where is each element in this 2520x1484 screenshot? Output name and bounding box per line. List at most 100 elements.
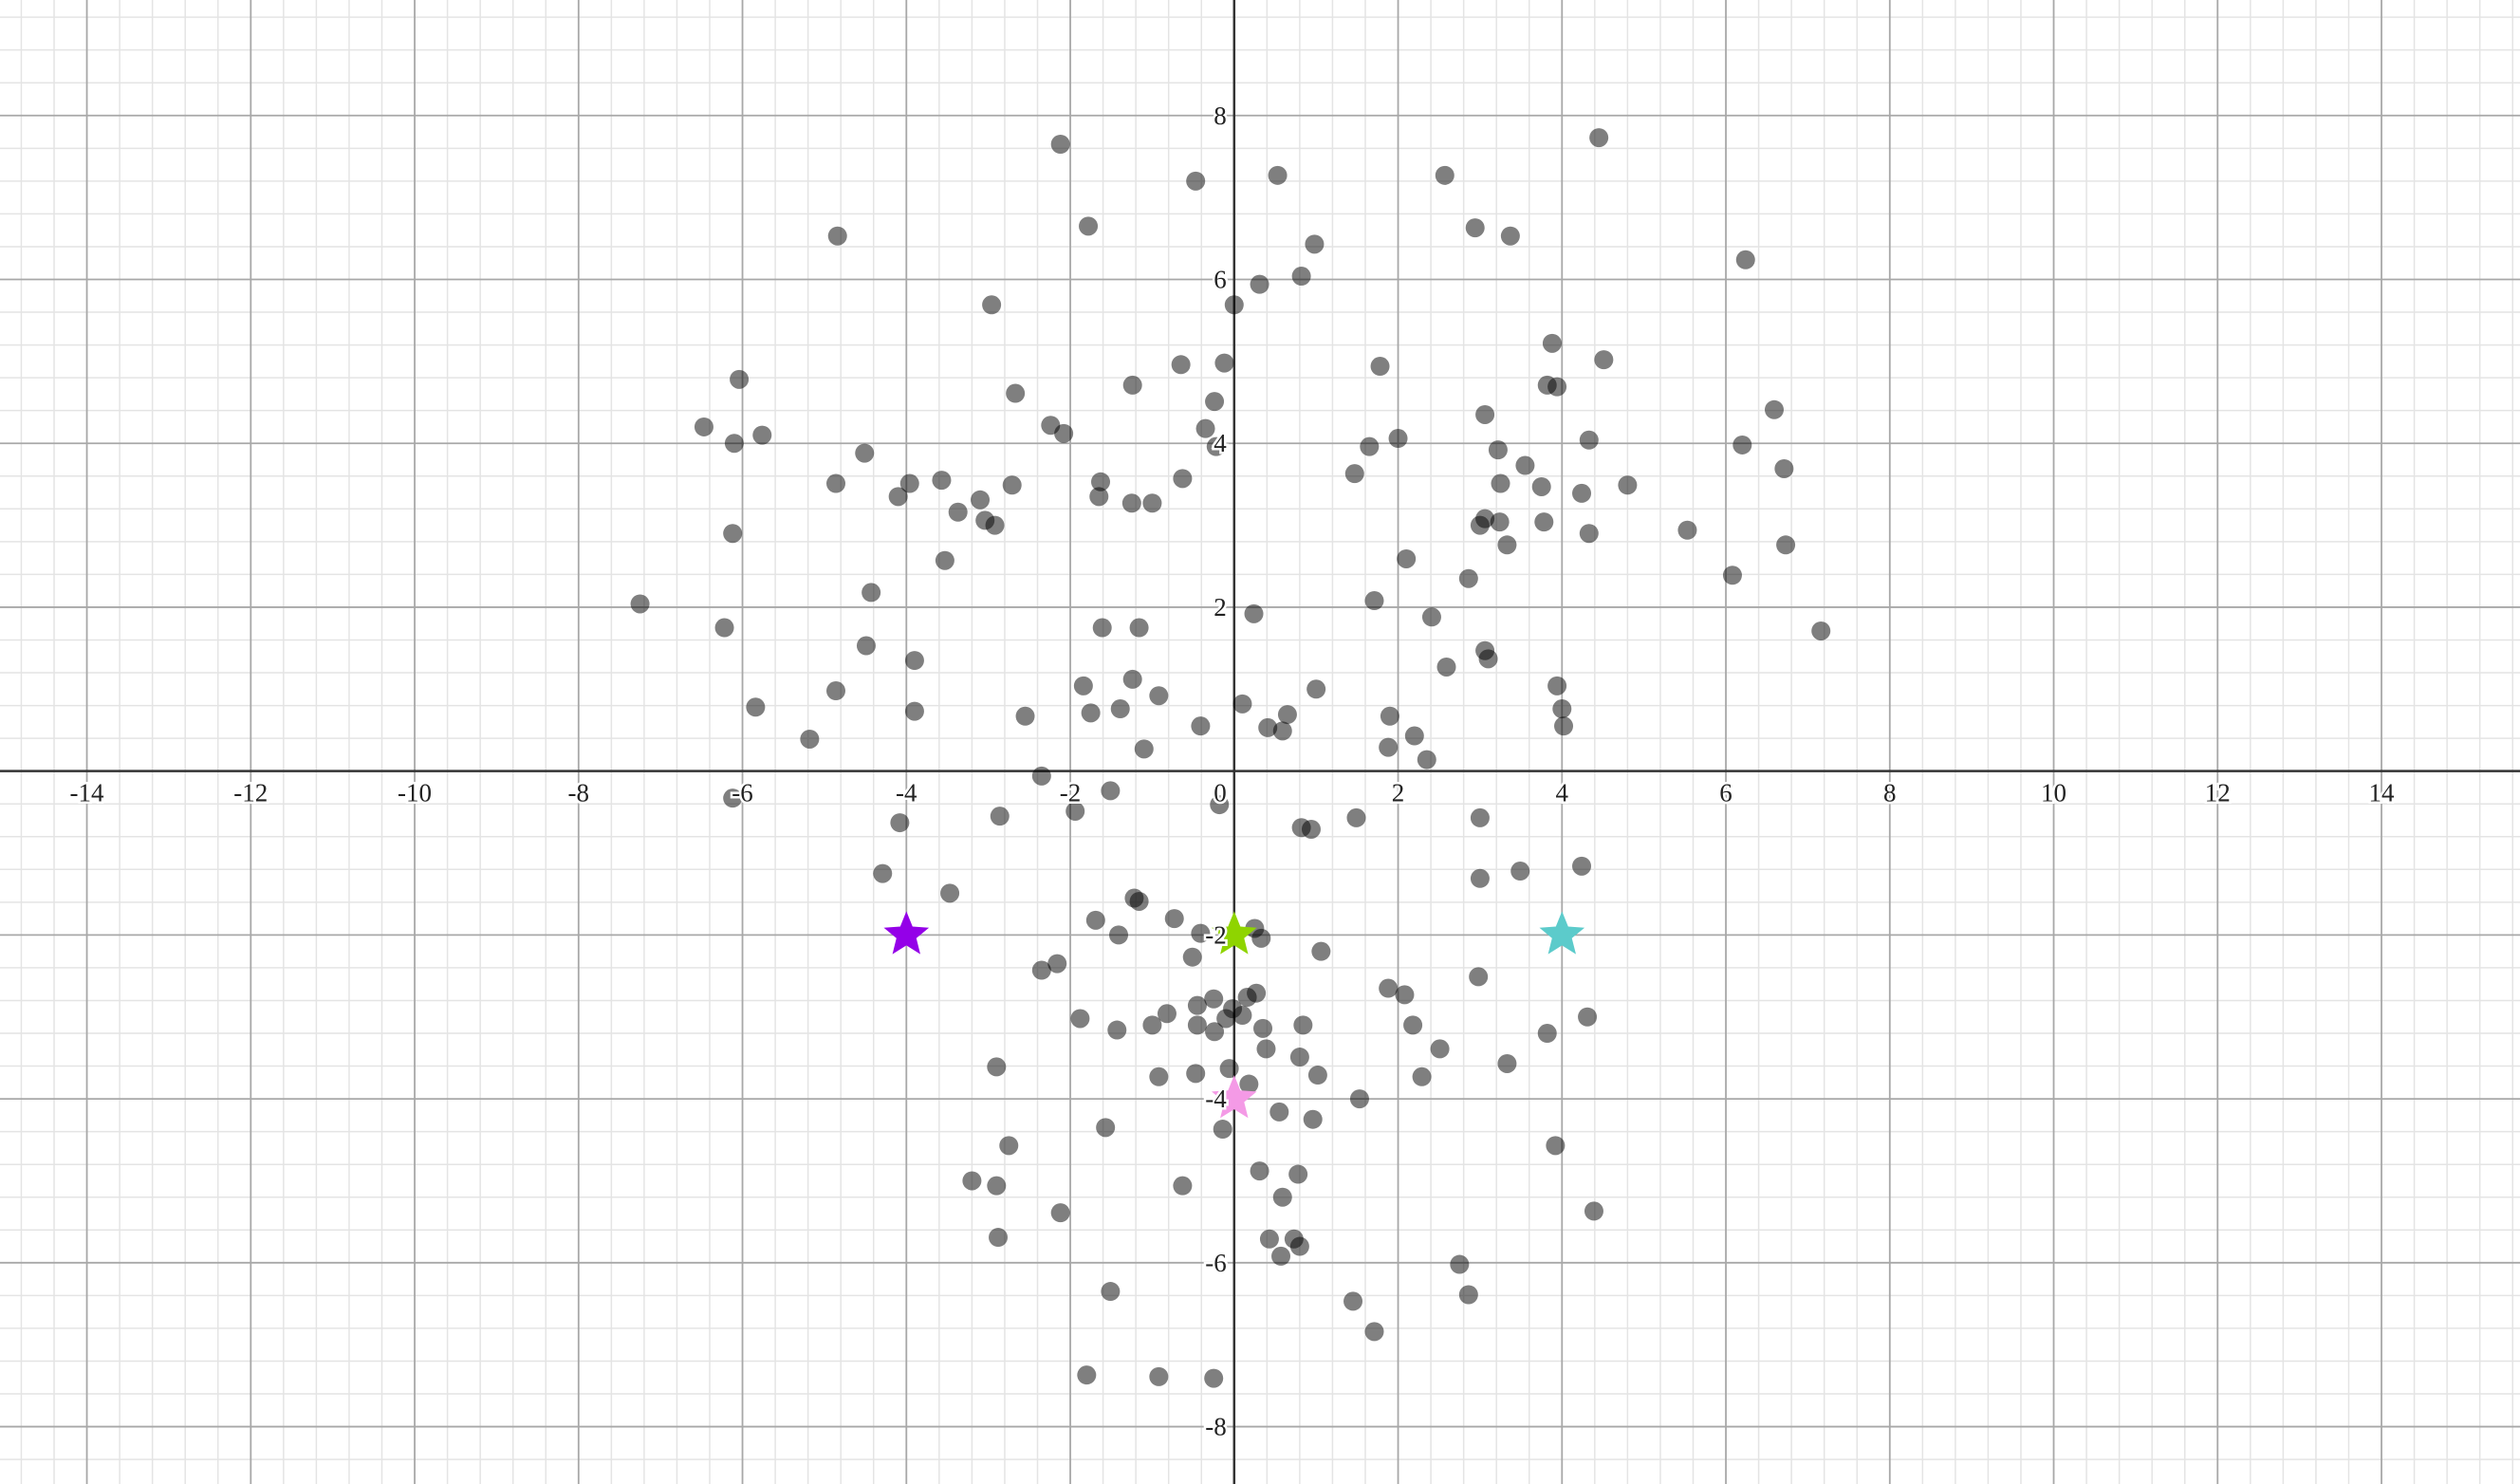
- point: [1458, 1285, 1478, 1305]
- point: [1149, 686, 1169, 706]
- point: [1542, 333, 1562, 353]
- point: [1054, 423, 1074, 443]
- x-tick-label: 14: [2369, 779, 2396, 807]
- point: [1250, 274, 1269, 294]
- point: [1572, 483, 1592, 503]
- point: [985, 515, 1005, 535]
- x-tick-label: -8: [568, 779, 590, 807]
- x-tick-label: 0: [1214, 779, 1227, 807]
- point: [855, 443, 875, 463]
- point: [1210, 795, 1230, 815]
- star-point: [1212, 911, 1257, 955]
- point: [904, 651, 924, 671]
- point: [1349, 1089, 1369, 1109]
- point: [1469, 967, 1489, 987]
- point: [1491, 473, 1510, 493]
- point: [1091, 472, 1111, 492]
- point: [1364, 1322, 1384, 1342]
- point: [1404, 726, 1424, 746]
- point: [1458, 568, 1478, 588]
- point: [962, 1171, 982, 1191]
- point: [1277, 705, 1297, 725]
- y-tick-label: 4: [1214, 429, 1227, 457]
- x-tick-label: 6: [1719, 779, 1732, 807]
- point: [1811, 621, 1831, 640]
- point: [1272, 721, 1292, 741]
- x-tick-label: 12: [2205, 779, 2231, 807]
- point: [1497, 1053, 1517, 1073]
- point: [1554, 716, 1574, 736]
- point: [746, 697, 766, 717]
- point: [1488, 440, 1508, 460]
- point: [1182, 947, 1202, 967]
- point: [1129, 618, 1149, 638]
- point: [1288, 1164, 1308, 1184]
- points: [630, 128, 1831, 1388]
- point: [1436, 657, 1456, 677]
- point: [1204, 1368, 1224, 1388]
- x-tick-label: -10: [398, 779, 432, 807]
- point: [1134, 739, 1154, 759]
- point: [1379, 978, 1399, 998]
- point: [1735, 250, 1755, 269]
- point: [1195, 418, 1215, 438]
- y-tick-label: -2: [1205, 920, 1227, 949]
- point: [1081, 703, 1101, 723]
- point: [800, 729, 820, 749]
- point: [1191, 923, 1211, 943]
- point: [1500, 226, 1520, 246]
- point: [1251, 928, 1271, 948]
- point: [724, 434, 744, 454]
- point: [1070, 1009, 1090, 1029]
- point: [1589, 128, 1609, 148]
- point: [1546, 1136, 1566, 1156]
- point: [1031, 766, 1051, 786]
- point: [826, 473, 846, 493]
- point: [1364, 591, 1384, 611]
- point: [714, 618, 734, 638]
- point: [888, 487, 908, 507]
- x-tick-label: 10: [2041, 779, 2066, 807]
- point: [1293, 1015, 1313, 1035]
- point: [1403, 1015, 1423, 1035]
- point: [1343, 1291, 1363, 1311]
- point: [1149, 1067, 1169, 1086]
- point: [1187, 1015, 1207, 1035]
- point: [948, 502, 968, 522]
- point: [1050, 134, 1070, 154]
- point: [1470, 868, 1490, 888]
- point: [1205, 1022, 1225, 1042]
- point: [1173, 1176, 1193, 1196]
- point: [694, 417, 713, 436]
- point: [1370, 357, 1390, 377]
- point: [1346, 807, 1366, 827]
- point: [1110, 699, 1130, 719]
- point: [1085, 910, 1105, 930]
- point: [1256, 1039, 1276, 1059]
- point: [1129, 891, 1149, 911]
- point: [873, 863, 893, 883]
- point: [971, 490, 991, 510]
- point: [1379, 737, 1399, 757]
- point: [723, 788, 743, 808]
- point: [1547, 377, 1567, 397]
- point: [1303, 1109, 1323, 1129]
- point: [1244, 603, 1264, 623]
- point: [1774, 458, 1794, 478]
- point: [1216, 1009, 1236, 1029]
- point: [1268, 165, 1288, 185]
- point: [1534, 512, 1554, 532]
- x-tick-label: -2: [1060, 779, 1082, 807]
- point: [1092, 618, 1112, 638]
- star-point: [1212, 1075, 1257, 1119]
- point: [1237, 988, 1257, 1008]
- point: [730, 369, 750, 389]
- point: [1450, 1254, 1470, 1274]
- x-tick-label: -6: [732, 779, 753, 807]
- point: [1510, 862, 1530, 881]
- point: [826, 681, 846, 701]
- point: [1073, 676, 1093, 696]
- point: [899, 473, 919, 493]
- point: [1531, 476, 1551, 496]
